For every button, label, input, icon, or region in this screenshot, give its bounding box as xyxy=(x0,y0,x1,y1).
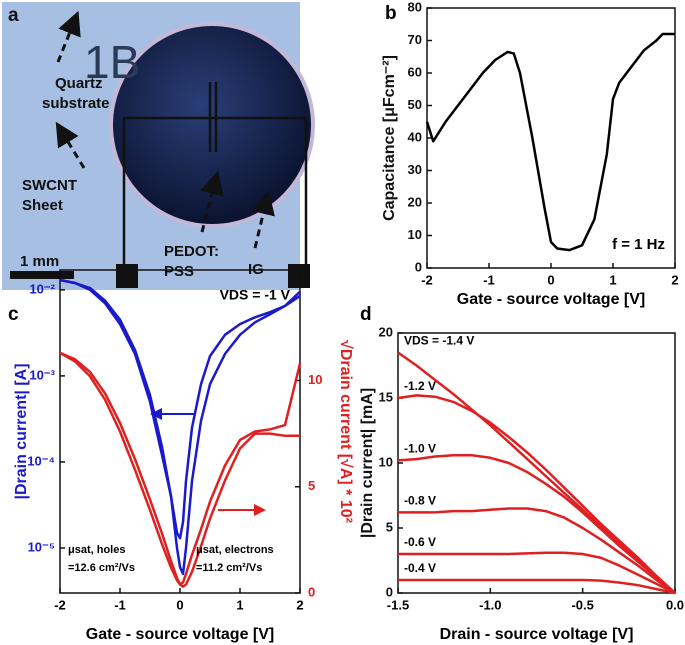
series-line xyxy=(59,351,300,588)
series-line xyxy=(59,278,301,576)
photo-label: PEDOT: xyxy=(164,243,219,260)
arrowhead xyxy=(254,504,266,516)
photo-label: Sheet xyxy=(22,197,63,214)
series-line xyxy=(398,551,676,595)
annotation: μsat, electrons xyxy=(196,544,274,556)
plot-frame xyxy=(426,7,676,269)
x-tick-label: -1.5 xyxy=(387,597,409,612)
annotation: μsat, holes xyxy=(68,544,125,556)
photo-label: substrate xyxy=(42,95,110,112)
series-line xyxy=(425,32,675,252)
y-tick-label: 0 xyxy=(386,584,393,599)
y-tick-label: 15 xyxy=(379,389,393,404)
y2-tick-label: 0 xyxy=(308,584,315,599)
arrows xyxy=(55,10,275,249)
annotation: VDS = -1 V xyxy=(220,287,291,303)
scale-label: 1 mm xyxy=(20,253,59,270)
x-axis-label: Gate - source voltage [V] xyxy=(457,291,646,308)
series-label: -0.8 V xyxy=(404,494,436,508)
series-label: -0.4 V xyxy=(404,561,436,575)
series-line xyxy=(398,578,676,595)
x-tick-label: 1 xyxy=(609,272,616,287)
pedot-dot xyxy=(113,26,311,224)
y-tick-label: 0 xyxy=(415,259,422,274)
electrodes xyxy=(122,82,308,268)
y2-tick-label: 10 xyxy=(308,372,322,387)
panel-letter: c xyxy=(8,304,19,325)
annotation: =11.2 cm²/Vs xyxy=(196,562,262,574)
y-tick-label: 5 xyxy=(386,519,393,534)
y-tick-label: 20 xyxy=(408,194,422,209)
x-tick-label: 2 xyxy=(296,597,303,612)
series-line xyxy=(397,394,676,594)
y-tick-label: 10⁻³ xyxy=(29,367,55,382)
pad xyxy=(288,264,310,288)
series-label: -1.0 V xyxy=(404,442,436,456)
x-tick-label: 2 xyxy=(671,272,678,287)
x-tick-label: 0 xyxy=(547,272,554,287)
series-label: -1.2 V xyxy=(404,379,436,393)
y2-tick-label: 5 xyxy=(308,478,315,493)
x-tick-label: -2 xyxy=(421,272,433,287)
y-tick-label: 10⁻⁵ xyxy=(28,539,55,554)
marking: 1B xyxy=(84,36,140,88)
y-tick-label: 30 xyxy=(408,162,422,177)
arrowhead xyxy=(150,408,162,420)
y-tick-label: 10⁻² xyxy=(29,281,55,296)
photo-label: Quartz xyxy=(55,75,103,92)
y-tick-label: 10 xyxy=(379,454,393,469)
annotation: f = 1 Hz xyxy=(612,236,665,253)
series-label: -0.6 V xyxy=(404,535,436,549)
x-tick-label: -1 xyxy=(114,597,126,612)
y-tick-label: 50 xyxy=(408,97,422,112)
photo-panel: 1B a Quartz substrate SWCNT Sheet PEDOT:… xyxy=(2,2,315,290)
x-axis-label: Drain - source voltage [V] xyxy=(440,626,634,643)
x-tick-label: -2 xyxy=(54,597,66,612)
x-tick-label: -1 xyxy=(483,272,495,287)
panel-letter: a xyxy=(8,5,19,26)
series-label: VDS = -1.4 V xyxy=(404,334,474,348)
y-axis-label: |Drain current| [mA] xyxy=(359,388,376,538)
y-tick-label: 20 xyxy=(379,324,393,339)
x-tick-label: 1 xyxy=(236,597,243,612)
series-line xyxy=(59,278,301,540)
y2-axis-label: √Drain current [√A] * 10² xyxy=(337,340,354,523)
y-tick-label: 10⁻⁴ xyxy=(27,453,55,468)
series-line xyxy=(397,351,676,594)
x-tick-label: -1.0 xyxy=(479,597,501,612)
y-axis-label: |Drain current| [A] xyxy=(13,363,30,499)
scale-bar xyxy=(10,271,74,279)
y-axis-label: Capacitance [μFcm⁻²] xyxy=(381,55,398,221)
pad xyxy=(116,264,138,288)
photo-label: SWCNT xyxy=(22,177,77,194)
y-tick-label: 70 xyxy=(408,32,422,47)
annotation: =12.6 cm²/Vs xyxy=(68,562,135,574)
series-line xyxy=(59,351,302,586)
series-line xyxy=(398,507,676,595)
x-tick-label: -0.5 xyxy=(571,597,593,612)
x-tick-label: 0.0 xyxy=(666,597,684,612)
panel-letter: d xyxy=(360,304,372,325)
x-tick-label: 0 xyxy=(176,597,183,612)
y-tick-label: 60 xyxy=(408,64,422,79)
y-tick-label: 40 xyxy=(408,129,422,144)
photo-label: PSS xyxy=(164,263,194,280)
panel-letter: b xyxy=(385,3,397,24)
y-tick-label: 80 xyxy=(408,0,422,14)
series-line xyxy=(397,453,676,594)
x-axis-label: Gate - source voltage [V] xyxy=(86,626,275,643)
y-tick-label: 10 xyxy=(408,227,422,242)
